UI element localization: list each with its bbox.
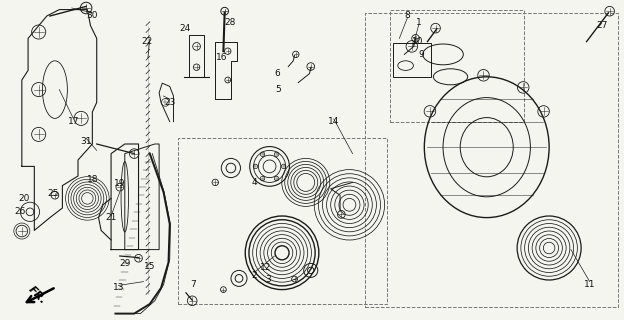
Text: 2: 2 xyxy=(251,271,257,280)
Text: 18: 18 xyxy=(87,175,98,184)
Text: 1: 1 xyxy=(416,18,422,27)
Text: 20: 20 xyxy=(18,194,29,203)
Text: 24: 24 xyxy=(179,24,190,33)
Text: 29: 29 xyxy=(119,259,130,268)
Text: 28: 28 xyxy=(224,18,235,27)
Bar xyxy=(393,43,431,77)
Bar xyxy=(178,138,387,304)
Text: 21: 21 xyxy=(105,213,117,222)
Text: 25: 25 xyxy=(47,189,59,198)
Text: 30: 30 xyxy=(87,12,98,20)
Text: 7: 7 xyxy=(190,280,197,289)
Text: 22: 22 xyxy=(142,37,153,46)
Text: 10: 10 xyxy=(412,37,424,46)
Text: 17: 17 xyxy=(68,117,79,126)
Text: 19: 19 xyxy=(114,180,125,188)
Text: FR.: FR. xyxy=(26,284,48,306)
Bar xyxy=(390,10,524,122)
Text: 23: 23 xyxy=(164,98,175,107)
Text: 4: 4 xyxy=(251,178,258,187)
Text: 13: 13 xyxy=(113,284,124,292)
Text: 8: 8 xyxy=(404,11,411,20)
Text: 31: 31 xyxy=(80,137,92,146)
Text: 11: 11 xyxy=(584,280,595,289)
Bar xyxy=(365,13,618,307)
Text: 3: 3 xyxy=(265,275,271,284)
Text: 12: 12 xyxy=(260,263,271,272)
Text: 27: 27 xyxy=(597,21,608,30)
Text: 5: 5 xyxy=(275,85,281,94)
Text: 16: 16 xyxy=(216,53,227,62)
Text: 14: 14 xyxy=(328,117,339,126)
Text: 15: 15 xyxy=(144,262,155,271)
Text: 6: 6 xyxy=(275,69,281,78)
Text: 26: 26 xyxy=(14,207,26,216)
Text: 9: 9 xyxy=(418,50,424,59)
